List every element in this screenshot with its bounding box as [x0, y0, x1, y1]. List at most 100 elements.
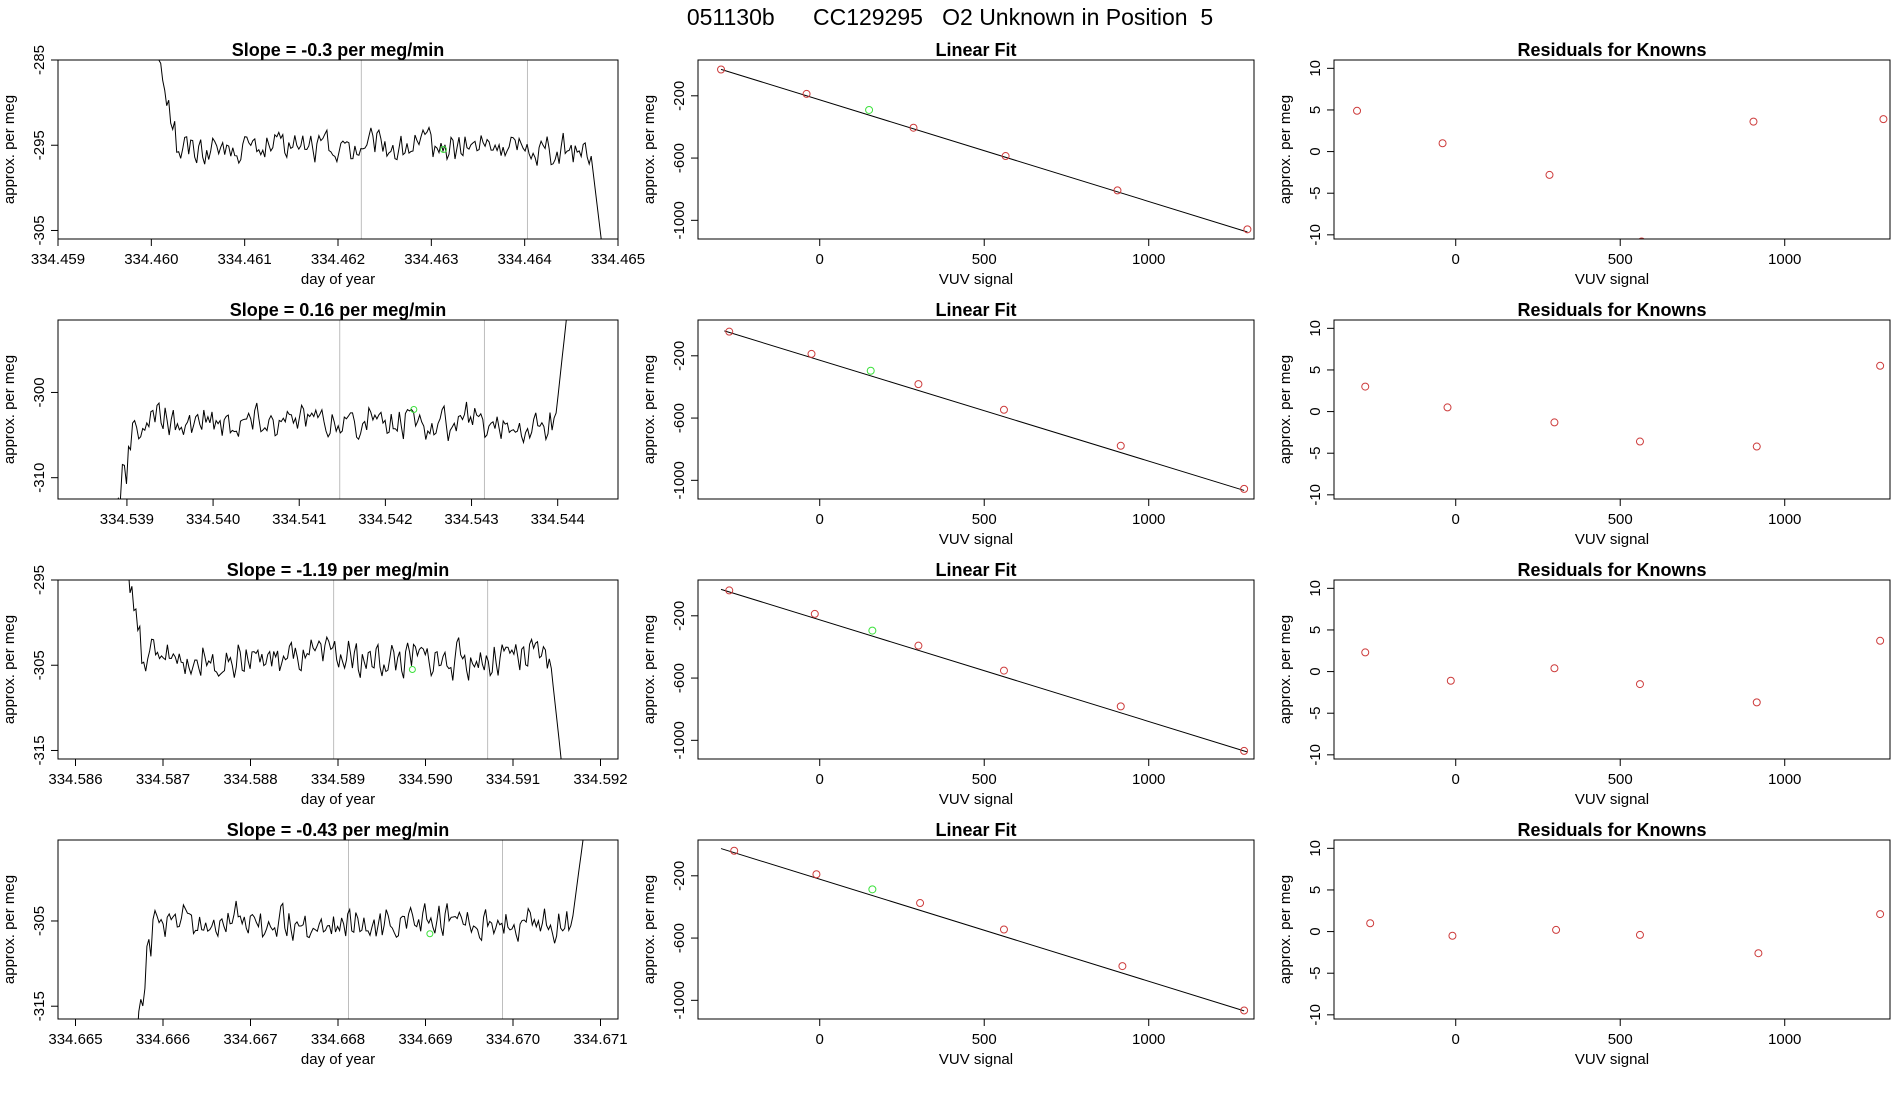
x-tick-label: 334.461	[218, 251, 272, 268]
y-axis-label: approx. per meg	[1, 95, 18, 204]
x-tick-label: 334.591	[486, 771, 540, 788]
residual-point	[1361, 382, 1370, 391]
plot-frame	[697, 59, 1255, 240]
plot-frame	[1333, 839, 1891, 1020]
y-tick-label: 10	[1307, 320, 1324, 337]
x-tick-label: 334.670	[486, 1031, 540, 1048]
y-tick-label: -1000	[671, 981, 688, 1019]
y-tick-label: -10	[1307, 224, 1324, 246]
panel-title: Linear Fit	[935, 300, 1016, 320]
x-tick-label: 1000	[1132, 771, 1165, 788]
residual-point	[1754, 949, 1763, 958]
y-tick-label: -5	[1307, 447, 1324, 460]
y-axis-label: approx. per meg	[1, 615, 18, 724]
x-tick-label: 334.540	[186, 511, 240, 528]
x-tick-label: 334.590	[398, 771, 452, 788]
x-axis-label: VUV signal	[1575, 791, 1649, 808]
known-point	[730, 846, 739, 855]
fit-line	[720, 848, 1245, 1012]
y-axis-label: approx. per meg	[1277, 355, 1294, 464]
series-line	[126, 580, 562, 759]
plot-area	[117, 320, 567, 499]
y-tick-label: -10	[1307, 744, 1324, 766]
y-tick-label: 5	[1307, 886, 1324, 894]
plot-frame	[1333, 59, 1891, 240]
y-tick-label: -1000	[671, 721, 688, 759]
residual-point	[1635, 680, 1644, 689]
known-point	[999, 405, 1008, 414]
y-tick-label: -200	[671, 341, 688, 371]
x-tick-label: 500	[1608, 511, 1633, 528]
x-axis-label: VUV signal	[939, 1051, 1013, 1068]
residual-point	[1353, 106, 1362, 115]
unknown-point	[865, 105, 874, 114]
known-point	[1118, 962, 1127, 971]
y-tick-label: -200	[671, 861, 688, 891]
panel-title: Linear Fit	[935, 40, 1016, 60]
y-axis-label: approx. per meg	[1, 355, 18, 464]
residual-point	[1448, 931, 1457, 940]
known-point	[810, 609, 819, 618]
known-point	[725, 586, 734, 595]
panel-residuals-3: Residuals for Knowns approx. per meg VUV s…	[1277, 560, 1891, 808]
panel-residuals-1: Residuals for Knowns approx. per meg VUV s…	[1277, 40, 1891, 288]
x-tick-label: 0	[816, 251, 824, 268]
residual-point	[1752, 442, 1761, 451]
series-line	[158, 60, 602, 239]
plot-area	[1353, 106, 1888, 239]
residual-point	[1876, 910, 1885, 919]
plot-frame	[57, 319, 619, 500]
y-tick-label: 10	[1307, 580, 1324, 597]
x-axis-label: VUV signal	[1575, 1051, 1649, 1068]
panel-fit-3: Linear Fit approx. per meg VUV signal 0 500 1…	[641, 560, 1255, 808]
x-tick-label: 334.544	[531, 511, 585, 528]
plot-frame	[57, 579, 619, 760]
plot-frame	[1333, 319, 1891, 500]
panel-title: Residuals for Knowns	[1517, 40, 1706, 60]
plot-area	[137, 840, 584, 1019]
y-axis-label: approx. per meg	[1277, 95, 1294, 204]
x-tick-label: 1000	[1132, 511, 1165, 528]
y-tick-label: -5	[1307, 707, 1324, 720]
series-line	[117, 320, 567, 499]
x-tick-label: 334.463	[404, 251, 458, 268]
residual-point	[1366, 919, 1375, 928]
known-point	[1240, 1006, 1249, 1015]
plot-area	[126, 580, 562, 759]
panel-fit-4: Linear Fit approx. per meg VUV signal 0 500 1…	[641, 820, 1255, 1068]
plot-frame	[57, 59, 619, 240]
plot-area	[720, 846, 1249, 1015]
y-tick-label: -305	[31, 906, 48, 936]
panel-trace-1: Slope = -0.3 per meg/min approx. per meg d…	[1, 40, 645, 288]
panel-title: Slope = -0.3 per meg/min	[232, 40, 445, 60]
residual-point	[1438, 139, 1447, 148]
x-tick-label: 0	[1452, 771, 1460, 788]
y-tick-label: 5	[1307, 106, 1324, 114]
known-point	[802, 89, 811, 98]
y-tick-label: 0	[1307, 407, 1324, 415]
known-point	[1113, 186, 1122, 195]
y-tick-label: -285	[31, 45, 48, 75]
y-axis-label: approx. per meg	[1, 875, 18, 984]
known-point	[812, 870, 821, 879]
known-point	[1116, 441, 1125, 450]
panel-title: Slope = -0.43 per meg/min	[227, 820, 450, 840]
y-tick-label: -295	[31, 130, 48, 160]
known-point	[914, 380, 923, 389]
x-tick-label: 334.462	[311, 251, 365, 268]
x-tick-label: 334.543	[444, 511, 498, 528]
x-tick-label: 334.587	[136, 771, 190, 788]
y-axis-label: approx. per meg	[1277, 615, 1294, 724]
residual-point	[1446, 676, 1455, 685]
y-tick-label: 5	[1307, 626, 1324, 634]
panel-fit-2: Linear Fit approx. per meg VUV signal 0 500 1…	[641, 300, 1255, 548]
plot-frame	[697, 579, 1255, 760]
known-point	[999, 925, 1008, 934]
panel-residuals-2: Residuals for Knowns approx. per meg VUV s…	[1277, 300, 1891, 548]
x-tick-label: 500	[972, 771, 997, 788]
panel-title: Residuals for Knowns	[1517, 820, 1706, 840]
x-axis-label: VUV signal	[939, 271, 1013, 288]
residual-point	[1879, 115, 1888, 124]
y-tick-label: -200	[671, 81, 688, 111]
